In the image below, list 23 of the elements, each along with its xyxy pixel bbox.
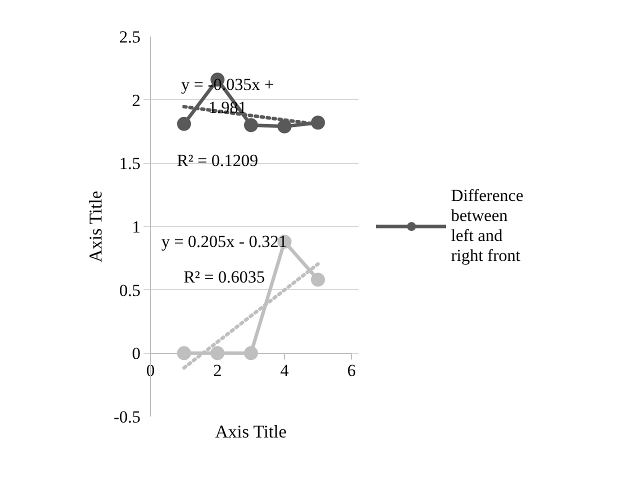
y-tick-label: 1.5 xyxy=(119,154,140,174)
y-tick-label: 1 xyxy=(132,218,140,236)
point xyxy=(177,346,192,360)
point xyxy=(310,272,325,287)
y-tick-label: 0.5 xyxy=(119,280,140,300)
annotation: y = 0.205x - 0.321 xyxy=(161,232,288,252)
point xyxy=(277,119,292,134)
x-axis-title: Axis Title xyxy=(215,422,287,442)
y-tick-label: 2.5 xyxy=(119,28,140,46)
x-tick-label: 4 xyxy=(280,361,290,380)
annotation: R² = 0.6035 xyxy=(184,268,265,287)
y-tick-label: 0 xyxy=(132,344,140,364)
y-tick-label: -0.5 xyxy=(114,408,141,426)
legend-label: Difference between left and right front xyxy=(451,186,524,266)
annotation: R² = 0.1209 xyxy=(176,151,258,170)
point xyxy=(244,346,258,360)
point xyxy=(177,116,192,131)
x-tick-label: 2 xyxy=(213,361,222,380)
point xyxy=(244,118,258,132)
x-tick-label: 6 xyxy=(347,361,356,380)
y-tick-label: 2 xyxy=(132,90,140,110)
x-tick-label: 0 xyxy=(146,361,155,380)
y-axis-title: Axis Title xyxy=(86,190,106,262)
